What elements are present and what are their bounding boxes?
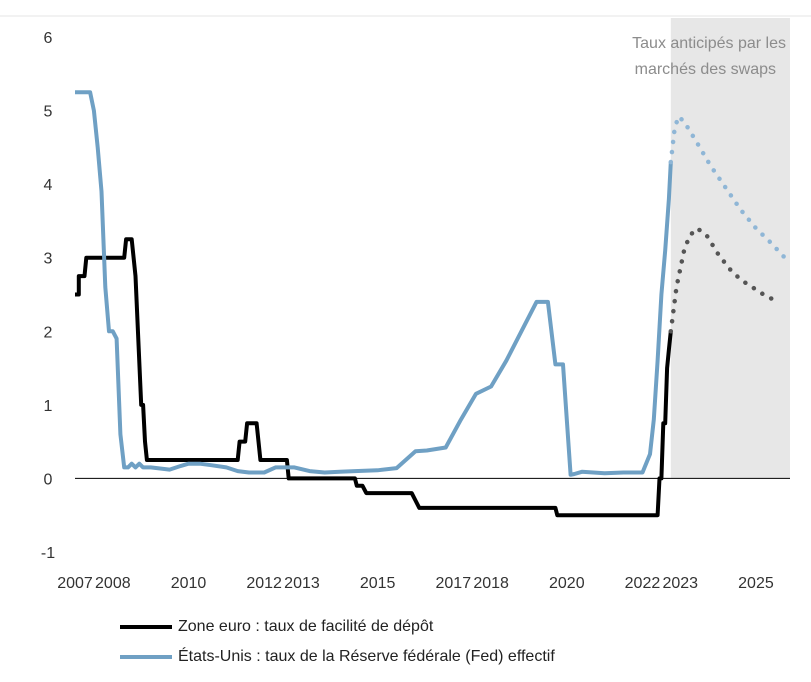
x-tick-label: 2018 xyxy=(473,575,509,592)
forecast-label-line2: marchés des swaps xyxy=(635,61,776,78)
y-tick-label: 1 xyxy=(44,398,53,415)
x-axis: 2007 2008 2010 2012 2013 2015 2017 2018 2020 2022… xyxy=(57,575,774,592)
series-line-1 xyxy=(75,90,673,477)
legend-label-us: États-Unis : taux de la Réserve fédérale… xyxy=(178,648,555,665)
x-tick-label: 2017 xyxy=(436,575,472,592)
x-tick-label: 2023 xyxy=(662,575,698,592)
forecast-label-line1: Taux anticipés par les xyxy=(632,35,786,52)
y-tick-label: 2 xyxy=(44,324,53,341)
forecast-series-line-3 xyxy=(668,114,789,262)
x-tick-label: 2015 xyxy=(360,575,396,592)
x-tick-label: 2012 xyxy=(246,575,282,592)
y-tick-label: 3 xyxy=(44,251,53,268)
series-layer xyxy=(75,90,789,518)
legend-item-us: États-Unis : taux de la Réserve fédérale… xyxy=(120,642,555,672)
y-tick-label: 5 xyxy=(44,104,53,121)
forecast-series-line-2 xyxy=(668,226,778,334)
y-axis: -1 0 1 2 3 4 5 6 xyxy=(41,30,55,562)
y-tick-label: -1 xyxy=(41,545,55,562)
x-tick-label: 2025 xyxy=(738,575,774,592)
x-tick-label: 2013 xyxy=(284,575,320,592)
x-tick-label: 2022 xyxy=(625,575,661,592)
legend-label-euro: Zone euro : taux de facilité de dépôt xyxy=(178,618,434,635)
x-tick-label: 2010 xyxy=(171,575,207,592)
legend-swatch-euro xyxy=(120,625,172,629)
legend-swatch-us xyxy=(120,655,172,659)
series-line-0 xyxy=(75,237,673,518)
chart-canvas: Taux anticipés par les marchés des swaps… xyxy=(0,15,811,592)
x-tick-label: 2008 xyxy=(95,575,131,592)
x-tick-label: 2007 xyxy=(57,575,93,592)
y-tick-label: 6 xyxy=(44,30,53,47)
y-tick-label: 4 xyxy=(44,177,53,194)
legend: Zone euro : taux de facilité de dépôt Ét… xyxy=(120,612,555,672)
legend-item-euro: Zone euro : taux de facilité de dépôt xyxy=(120,612,555,642)
x-tick-label: 2020 xyxy=(549,575,585,592)
forecast-region xyxy=(670,18,790,479)
y-tick-label: 0 xyxy=(44,471,53,488)
